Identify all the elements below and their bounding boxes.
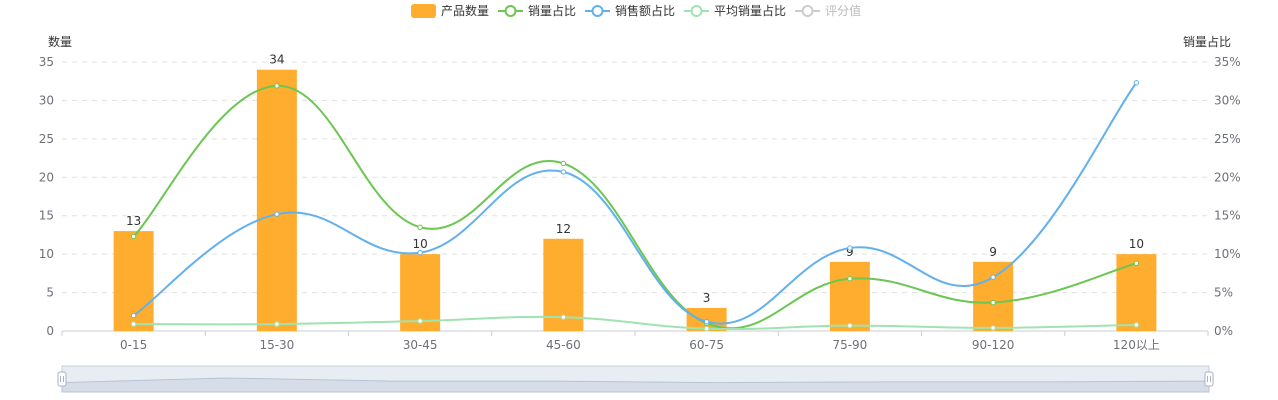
bar[interactable] [829,261,870,331]
right-axis-label: 销量占比 [1183,34,1231,49]
x-tick-label: 90-120 [972,338,1015,352]
bar[interactable] [400,254,441,331]
line-point[interactable] [990,325,996,331]
y-tick-label: 15 [39,209,54,223]
legend-item-4[interactable]: 平均销量占比 [684,3,786,18]
bar[interactable] [256,69,297,331]
line-series[interactable] [130,80,1140,332]
right-axis-ticks: 0% 5% 10% 15% 20% 25% 30% 35% [1214,55,1241,338]
x-axis: 0-15 15-30 30-45 45-60 60-75 75-90 90-120 120以上 [61,330,1209,352]
x-tick-label: 30-45 [403,338,438,352]
bar-data-labels: 13 34 10 12 3 9 9 10 [126,53,1144,305]
line-point[interactable] [130,312,137,319]
left-axis-label: 数量 [48,34,72,49]
line-point[interactable] [847,245,853,251]
bar-value-label: 13 [126,214,141,228]
bar-value-label: 10 [1129,237,1144,251]
drag-handle-icon [57,371,67,387]
y-right-tick-label: 25% [1214,132,1241,146]
line-point[interactable] [130,321,137,327]
avg-sales-share-line[interactable] [130,314,1140,332]
line-point[interactable] [417,249,423,256]
line-point[interactable] [703,325,710,332]
legend-label: 销售额占比 [615,3,675,18]
y-tick-label: 5 [46,286,54,300]
x-tick-label: 15-30 [259,338,294,352]
x-tick-label: 75-90 [832,338,867,352]
line-point[interactable] [274,83,280,89]
grid-lines [62,61,1208,294]
y-tick-label: 35 [39,55,54,69]
line-path [133,82,1138,325]
bar-series[interactable] [113,69,1157,331]
bar-value-label: 12 [556,222,571,236]
bar-value-label: 9 [989,245,997,259]
revenue-share-line[interactable] [130,80,1140,325]
legend-item-5[interactable]: 评分值 [795,3,861,18]
y-tick-label: 10 [39,247,54,261]
bar-value-label: 9 [846,245,854,259]
legend-item-2[interactable]: 销量占比 [498,3,576,18]
left-axis-ticks: 0 5 10 15 20 25 30 35 [39,55,54,338]
bar[interactable] [973,261,1014,331]
y-right-tick-label: 10% [1214,247,1241,261]
bar-value-label: 34 [269,53,284,67]
line-point[interactable] [560,160,567,167]
bar-swatch-icon [411,4,436,18]
y-tick-label: 30 [39,93,54,107]
legend-label: 销量占比 [528,3,576,18]
line-path [133,315,1137,331]
legend-label: 评分值 [825,3,861,18]
line-point[interactable] [417,224,423,230]
data-zoom-slider[interactable] [57,365,1214,393]
x-tick-label: 120以上 [1113,338,1160,352]
line-point[interactable] [274,211,280,217]
y-right-tick-label: 15% [1214,209,1241,223]
legend-label: 平均销量占比 [714,3,786,18]
y-right-tick-label: 30% [1214,93,1241,107]
bar-value-label: 3 [703,291,711,305]
line-path [132,84,1137,330]
x-tick-label: 60-75 [689,338,724,352]
line-point[interactable] [560,314,567,320]
zoom-handle-right[interactable] [1204,371,1214,387]
line-point[interactable] [1133,80,1140,86]
y-right-tick-label: 20% [1214,170,1241,184]
line-point[interactable] [417,318,423,324]
y-right-tick-label: 0% [1214,324,1233,338]
line-point[interactable] [703,319,710,325]
y-right-tick-label: 5% [1214,286,1233,300]
legend: 产品数量 销量占比 销售额占比 平均销量占比 评分值 [411,3,861,18]
drag-handle-icon [1204,371,1214,387]
line-point[interactable] [847,322,853,329]
sales-share-line[interactable] [130,83,1140,330]
bar-value-label: 10 [412,237,427,251]
line-point[interactable] [1133,260,1140,267]
line-point[interactable] [130,233,137,240]
y-tick-label: 0 [46,324,54,338]
line-point[interactable] [990,274,996,280]
line-point[interactable] [990,299,996,306]
legend-item-1[interactable]: 产品数量 [411,3,489,18]
x-tick-label: 0-15 [120,338,147,352]
y-tick-label: 20 [39,170,54,184]
x-tick-label: 45-60 [546,338,581,352]
line-point[interactable] [274,321,280,327]
zoom-handle-left[interactable] [57,371,67,387]
y-right-tick-label: 35% [1214,55,1241,69]
line-point[interactable] [560,169,567,175]
y-tick-label: 25 [39,132,54,146]
line-point[interactable] [1133,322,1140,328]
line-point[interactable] [847,276,853,282]
legend-item-3[interactable]: 销售额占比 [585,3,675,18]
legend-label: 产品数量 [441,3,489,18]
